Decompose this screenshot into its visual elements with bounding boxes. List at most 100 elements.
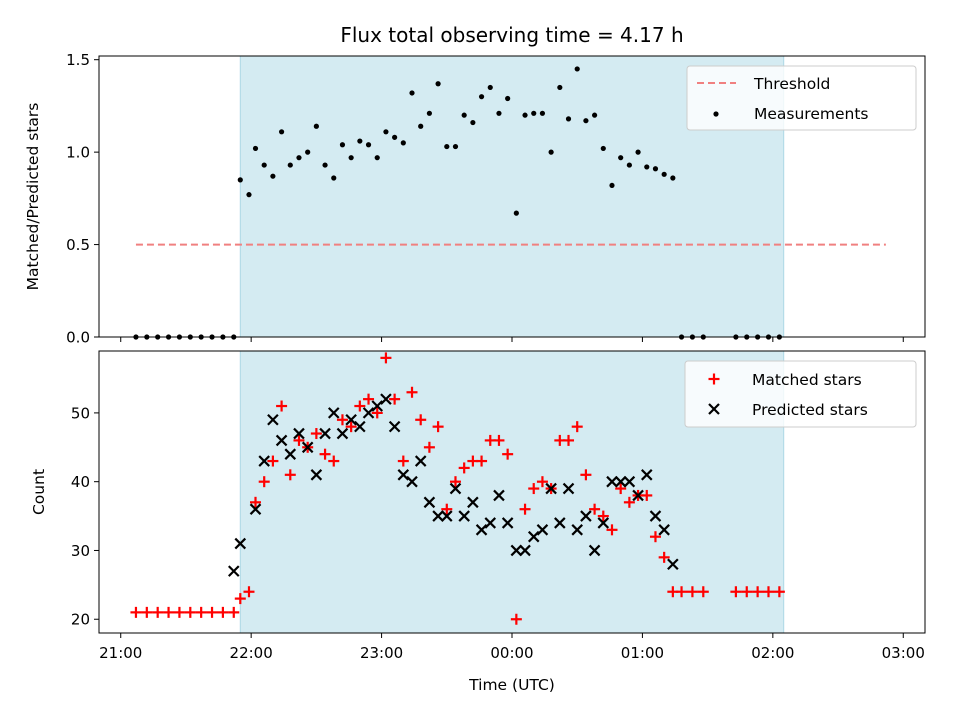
matched-point	[741, 586, 753, 598]
matched-point	[458, 462, 470, 474]
matched-point	[310, 428, 322, 440]
matched-point	[730, 586, 742, 598]
measurement-point	[246, 192, 252, 198]
top-y-tick-label: 0.5	[66, 236, 90, 254]
matched-point	[536, 476, 548, 488]
predicted-point	[649, 510, 662, 522]
measurements-legend-swatch	[713, 111, 719, 117]
predicted-point	[467, 496, 479, 509]
matched-point	[697, 586, 709, 598]
measurement-point	[635, 149, 641, 155]
matched-point	[502, 448, 514, 460]
top-legend: Threshold Measurements	[686, 65, 917, 131]
measurement-point	[444, 143, 450, 150]
cross-stroke	[449, 482, 462, 495]
matched-point	[371, 407, 383, 419]
predicted-point	[606, 475, 618, 488]
predicted-point	[406, 475, 418, 488]
predicted-point	[667, 558, 679, 570]
cross-stroke	[397, 469, 410, 481]
top-y-ticks: 0.0 0.5 1.0 1.5	[66, 51, 99, 347]
legend-plus-marker	[708, 373, 720, 385]
measurement-point	[322, 162, 328, 168]
cross-stroke	[319, 427, 331, 440]
matched-stars-series	[130, 352, 785, 625]
measurement-point	[426, 110, 432, 116]
predicted-legend-swatch	[708, 403, 720, 415]
matched-point	[580, 469, 592, 481]
predicted-point	[362, 407, 375, 419]
bottom-x-tick-label: 01:00	[621, 644, 664, 662]
predicted-point	[545, 482, 557, 495]
cross-stroke	[432, 510, 444, 522]
matched-point	[686, 586, 698, 598]
matched-point	[415, 414, 427, 426]
cross-stroke	[423, 496, 436, 509]
cross-stroke	[658, 524, 670, 536]
measurement-point	[505, 95, 511, 102]
predicted-point	[336, 427, 349, 440]
predicted-point	[501, 517, 514, 529]
matched-point	[163, 606, 175, 618]
cross-stroke	[562, 482, 575, 495]
predicted-point	[267, 414, 279, 426]
measurement-point	[478, 94, 485, 100]
predicted-point	[640, 469, 653, 481]
measurement-point	[548, 149, 554, 155]
cross-stroke	[267, 414, 279, 426]
measurement-point	[374, 155, 380, 161]
predicted-point	[310, 469, 323, 481]
bottom-y-tick-label: 30	[71, 542, 90, 560]
predicted-point	[588, 544, 601, 557]
matched-point	[571, 421, 583, 433]
cross-stroke	[597, 517, 610, 529]
cross-stroke	[467, 496, 479, 509]
measurement-point	[618, 155, 624, 161]
matched-legend-label: Matched stars	[752, 371, 862, 389]
predicted-legend-label: Predicted stars	[752, 401, 868, 419]
cross-stroke	[493, 489, 505, 502]
matched-point	[658, 551, 670, 563]
bottom-axes-frame	[98, 350, 926, 634]
matched-point	[184, 606, 196, 618]
cross-stroke	[310, 469, 323, 481]
measurement-point	[339, 142, 346, 148]
cross-stroke	[227, 565, 240, 577]
measurement-point	[261, 162, 267, 168]
matched-point	[152, 606, 164, 618]
predicted-point	[432, 510, 444, 522]
measurement-point	[348, 155, 354, 161]
matched-point	[773, 586, 785, 598]
matched-point	[267, 455, 279, 467]
matched-point	[528, 483, 540, 495]
cross-stroke	[640, 469, 653, 481]
measurements-legend-label: Measurements	[754, 105, 869, 123]
matched-point	[676, 586, 688, 598]
measurement-point	[383, 129, 389, 135]
predicted-point	[519, 544, 531, 557]
measurement-point	[644, 164, 650, 170]
predicted-point	[614, 475, 627, 488]
matched-point	[606, 524, 618, 536]
cross-stroke	[275, 434, 288, 447]
predicted-point	[580, 510, 592, 522]
measurement-point	[287, 162, 293, 168]
measurement-point	[270, 173, 276, 179]
predicted-point	[597, 517, 610, 529]
predicted-point	[475, 524, 488, 536]
cross-stroke	[545, 482, 557, 495]
bottom-y-ticks: 20 30 40 50	[71, 404, 99, 629]
matched-point	[441, 503, 453, 515]
matched-point	[354, 400, 366, 412]
predicted-point	[527, 530, 540, 543]
predicted-point	[458, 510, 470, 522]
cross-stroke	[354, 420, 366, 433]
bottom-legend: Matched stars Predicted stars	[684, 360, 917, 428]
measurement-point	[331, 175, 337, 181]
predicted-point	[441, 510, 453, 522]
predicted-point	[397, 469, 410, 481]
cross-stroke	[623, 475, 636, 488]
matched-legend-swatch	[708, 373, 720, 385]
cross-stroke	[536, 524, 549, 536]
matched-point	[276, 400, 288, 412]
